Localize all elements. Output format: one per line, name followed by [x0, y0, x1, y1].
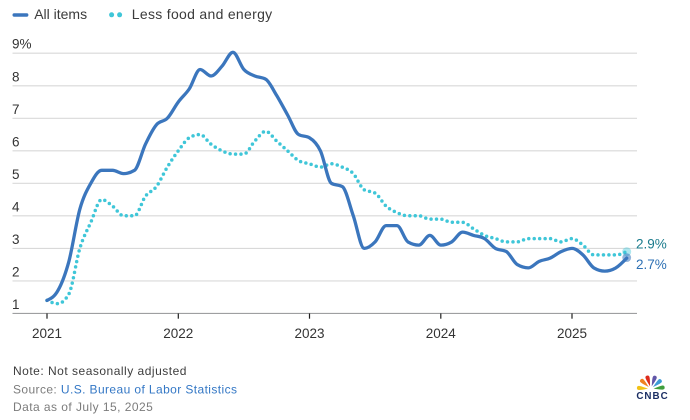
- svg-text:2024: 2024: [426, 326, 457, 341]
- svg-text:6: 6: [12, 134, 20, 149]
- svg-text:CNBC: CNBC: [636, 391, 668, 402]
- svg-text:2021: 2021: [32, 326, 62, 341]
- svg-text:8: 8: [12, 69, 20, 84]
- svg-text:1: 1: [12, 297, 20, 312]
- svg-text:2023: 2023: [294, 326, 324, 341]
- svg-text:5: 5: [12, 167, 20, 182]
- svg-text:3: 3: [12, 232, 20, 247]
- svg-text:2022: 2022: [163, 326, 193, 341]
- svg-text:Source: U.S. Bureau of Labor S: Source: U.S. Bureau of Labor Statistics: [13, 382, 237, 396]
- svg-text:4: 4: [12, 199, 20, 214]
- svg-text:2.9%: 2.9%: [636, 237, 667, 252]
- svg-text:All items: All items: [34, 6, 87, 22]
- svg-text:9%: 9%: [12, 37, 32, 52]
- svg-text:Data as of July 15, 2025: Data as of July 15, 2025: [13, 400, 153, 414]
- svg-text:Less food and energy: Less food and energy: [132, 6, 273, 22]
- svg-text:Note: Not seasonally adjusted: Note: Not seasonally adjusted: [13, 364, 187, 378]
- svg-text:2.7%: 2.7%: [636, 257, 667, 272]
- svg-text:2025: 2025: [557, 326, 587, 341]
- svg-text:7: 7: [12, 102, 20, 117]
- svg-text:2: 2: [12, 264, 20, 279]
